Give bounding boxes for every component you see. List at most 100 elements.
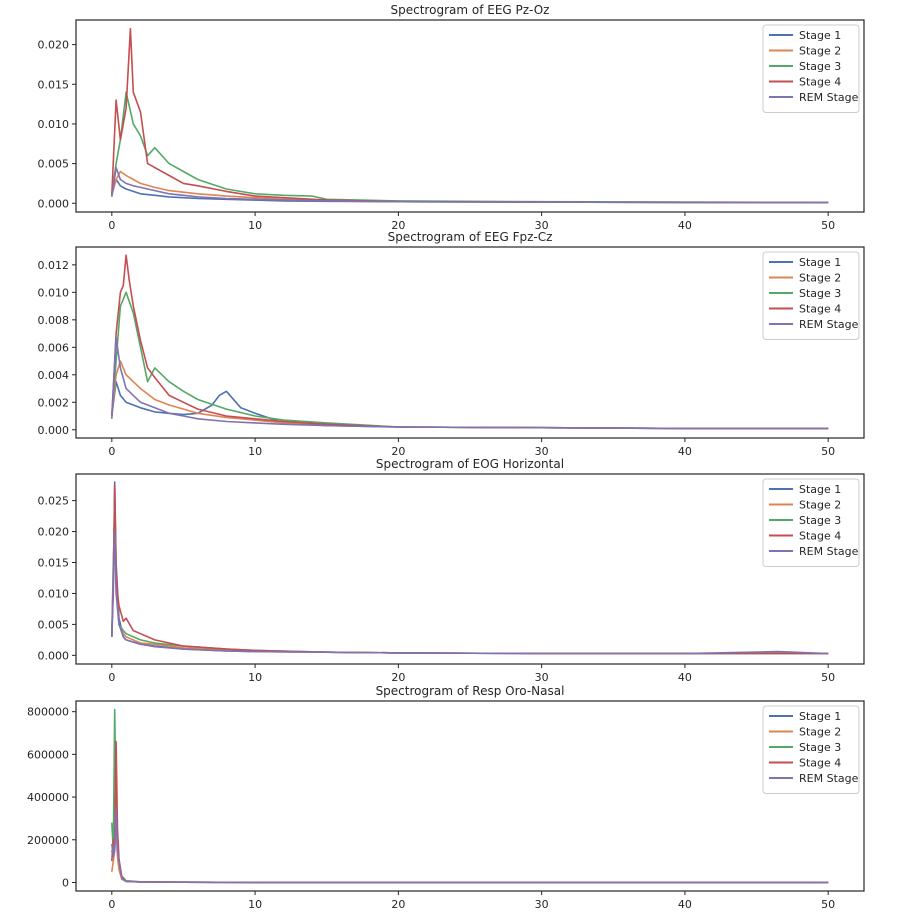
x-tick-label: 10 — [248, 219, 262, 232]
chart-title: Spectrogram of EEG Pz-Oz — [391, 3, 550, 17]
series-line-4 — [111, 484, 829, 655]
y-tick-label: 0.006 — [38, 341, 70, 354]
legend-label: Stage 4 — [799, 530, 841, 543]
legend-label: Stage 4 — [799, 303, 841, 316]
series-line-5 — [111, 806, 829, 884]
legend-label: Stage 3 — [799, 741, 841, 754]
series-line-3 — [111, 518, 829, 655]
legend-label: REM Stage — [799, 545, 859, 558]
x-tick-label: 30 — [535, 445, 549, 458]
plot-frame — [75, 700, 865, 892]
legend-label: REM Stage — [799, 772, 859, 785]
legend-label: Stage 4 — [799, 76, 841, 89]
x-tick-label: 10 — [248, 898, 262, 911]
y-tick-label: 0.005 — [38, 158, 70, 171]
x-tick-label: 0 — [108, 671, 115, 684]
legend-label: Stage 2 — [799, 499, 841, 512]
series-line-4 — [111, 740, 829, 884]
chart-title: Spectrogram of EOG Horizontal — [376, 457, 564, 471]
legend-label: Stage 2 — [799, 726, 841, 739]
y-tick-label: 0.015 — [38, 557, 70, 570]
plot-frame — [75, 246, 865, 439]
y-tick-label: 400000 — [27, 791, 69, 804]
series-line-3 — [111, 91, 829, 204]
legend-label: Stage 3 — [799, 287, 841, 300]
legend-label: Stage 1 — [799, 256, 841, 269]
legend-label: Stage 2 — [799, 45, 841, 58]
x-tick-label: 0 — [108, 219, 115, 232]
plot-frame — [75, 473, 865, 665]
legend-label: Stage 3 — [799, 60, 841, 73]
x-tick-label: 0 — [108, 898, 115, 911]
x-tick-label: 40 — [678, 671, 692, 684]
x-tick-label: 10 — [248, 671, 262, 684]
y-tick-label: 0.010 — [38, 118, 70, 131]
legend-label: Stage 3 — [799, 514, 841, 527]
legend: Stage 1 Stage 2 Stage 3 Stage 4 REM Stage — [762, 478, 860, 567]
legend: Stage 1 Stage 2 Stage 3 Stage 4 REM Stage — [762, 251, 860, 340]
y-tick-label: 0.000 — [38, 649, 70, 662]
series-line-5 — [111, 336, 829, 430]
chart-panel-2: Spectrogram of EEG Fpz-Cz 0 10 20 30 40 50 0.00… — [38, 230, 865, 458]
series-line-2 — [111, 505, 829, 655]
x-tick-label: 0 — [108, 445, 115, 458]
y-tick-label: 0 — [62, 876, 69, 889]
legend-label: Stage 1 — [799, 29, 841, 42]
x-tick-label: 40 — [678, 898, 692, 911]
plot-frame — [75, 19, 865, 213]
y-tick-label: 0.004 — [38, 369, 70, 382]
series-line-1 — [111, 800, 829, 884]
x-tick-label: 40 — [678, 445, 692, 458]
x-tick-label: 20 — [391, 671, 405, 684]
x-tick-label: 50 — [821, 219, 835, 232]
y-tick-label: 0.000 — [38, 197, 70, 210]
y-tick-label: 0.015 — [38, 78, 70, 91]
legend-label: Stage 1 — [799, 483, 841, 496]
x-tick-label: 20 — [391, 445, 405, 458]
legend-box — [762, 478, 860, 567]
legend-box — [762, 251, 860, 340]
y-tick-label: 600000 — [27, 748, 69, 761]
chart-panel-4: Spectrogram of Resp Oro-Nasal 0 10 20 30 40 50… — [27, 684, 865, 911]
legend-box — [762, 705, 860, 794]
y-tick-label: 800000 — [27, 706, 69, 719]
series-line-2 — [111, 828, 829, 884]
chart-title: Spectrogram of EEG Fpz-Cz — [388, 230, 553, 244]
x-tick-label: 30 — [535, 219, 549, 232]
y-tick-label: 0.002 — [38, 396, 70, 409]
series-line-3 — [111, 291, 829, 430]
series-line-4 — [111, 27, 829, 204]
series-line-3 — [111, 708, 829, 884]
legend-label: REM Stage — [799, 91, 859, 104]
series-line-5 — [111, 166, 829, 204]
y-tick-label: 0.025 — [38, 495, 70, 508]
chart-title: Spectrogram of Resp Oro-Nasal — [376, 684, 565, 698]
legend-label: REM Stage — [799, 318, 859, 331]
y-tick-label: 0.000 — [38, 424, 70, 437]
legend-label: Stage 2 — [799, 272, 841, 285]
y-tick-label: 0.020 — [38, 39, 70, 52]
x-tick-label: 40 — [678, 219, 692, 232]
x-tick-label: 20 — [391, 898, 405, 911]
y-tick-label: 0.010 — [38, 286, 70, 299]
x-tick-label: 50 — [821, 445, 835, 458]
series-line-5 — [111, 530, 829, 655]
legend-box — [762, 24, 860, 113]
series-line-1 — [111, 178, 829, 204]
y-tick-label: 0.008 — [38, 314, 70, 327]
legend-label: Stage 4 — [799, 757, 841, 770]
chart-panel-3: Spectrogram of EOG Horizontal 0 10 20 30 40 50… — [38, 457, 865, 684]
y-tick-label: 200000 — [27, 834, 69, 847]
series-line-4 — [111, 254, 829, 430]
x-tick-label: 30 — [535, 898, 549, 911]
y-tick-label: 0.020 — [38, 526, 70, 539]
y-tick-label: 0.012 — [38, 259, 70, 272]
x-tick-label: 30 — [535, 671, 549, 684]
legend: Stage 1 Stage 2 Stage 3 Stage 4 REM Stage — [762, 24, 860, 113]
y-tick-label: 0.010 — [38, 587, 70, 600]
legend: Stage 1 Stage 2 Stage 3 Stage 4 REM Stage — [762, 705, 860, 794]
x-tick-label: 10 — [248, 445, 262, 458]
series-line-1 — [111, 481, 829, 655]
x-tick-label: 50 — [821, 671, 835, 684]
